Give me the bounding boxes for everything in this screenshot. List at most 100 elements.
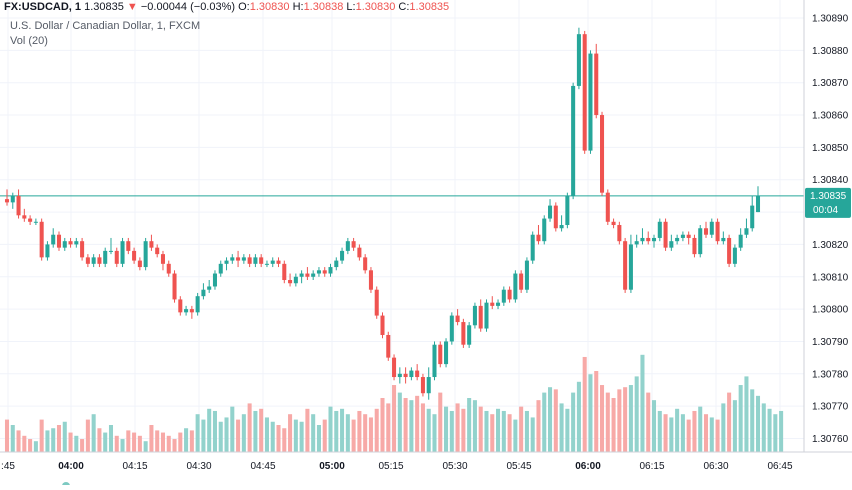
candle bbox=[628, 234, 633, 293]
candle-body bbox=[727, 237, 732, 264]
volume-bar bbox=[675, 408, 680, 452]
candle-body bbox=[496, 302, 501, 306]
candle-body bbox=[322, 270, 327, 274]
price-tick-label: 1.30810 bbox=[812, 272, 849, 283]
candle bbox=[316, 267, 321, 277]
volume-bar bbox=[345, 414, 350, 452]
candle-body bbox=[392, 357, 397, 378]
candle bbox=[357, 244, 362, 261]
candle-body bbox=[675, 237, 680, 242]
volume-bars bbox=[4, 354, 784, 452]
candle bbox=[155, 244, 160, 258]
volume-bar bbox=[773, 414, 778, 452]
price-tick-label: 1.30770 bbox=[812, 402, 849, 413]
candle bbox=[750, 195, 755, 232]
volume-bar bbox=[548, 387, 553, 452]
candle bbox=[582, 30, 587, 154]
candle-body bbox=[732, 247, 737, 264]
candle bbox=[288, 273, 293, 287]
candle-body bbox=[738, 234, 743, 248]
candle bbox=[33, 218, 38, 226]
candle-body bbox=[524, 260, 529, 290]
candle bbox=[501, 286, 506, 306]
volume-bar bbox=[363, 414, 368, 452]
candle-body bbox=[288, 280, 293, 284]
candle bbox=[120, 237, 125, 268]
candle-body bbox=[420, 377, 425, 394]
volume-bar bbox=[576, 381, 581, 452]
volume-bar bbox=[565, 408, 570, 452]
volume-bar bbox=[415, 395, 420, 452]
volume-bar bbox=[507, 414, 512, 452]
candle-body bbox=[207, 286, 212, 290]
candle-body bbox=[651, 237, 657, 242]
volume-bar bbox=[727, 392, 732, 452]
candle bbox=[172, 270, 177, 303]
candle-body bbox=[201, 289, 206, 297]
volume-bar bbox=[617, 389, 622, 452]
symbol-header: FX:USDCAD, 1 1.30835 ▼ −0.00044 (−0.03%)… bbox=[4, 1, 449, 13]
candle-body bbox=[415, 370, 420, 378]
volume-bar bbox=[715, 419, 720, 452]
volume-bar bbox=[328, 406, 333, 452]
candle bbox=[571, 82, 576, 200]
price-tag-value: 1.30835 bbox=[810, 191, 847, 202]
candle bbox=[74, 237, 79, 248]
candle-body bbox=[241, 257, 246, 261]
volume-bar bbox=[738, 385, 743, 452]
candle bbox=[282, 260, 287, 284]
candle bbox=[490, 296, 495, 310]
candle-body bbox=[576, 34, 581, 86]
candle bbox=[4, 189, 10, 206]
volume-bar bbox=[288, 414, 293, 452]
time-tick-label: 05:45 bbox=[506, 461, 531, 472]
candle bbox=[149, 234, 154, 251]
candle bbox=[166, 260, 171, 277]
volume-bar bbox=[663, 414, 668, 452]
candle-body bbox=[594, 53, 599, 116]
symbol-name[interactable]: FX:USDCAD, 1 bbox=[4, 1, 82, 13]
candle-body bbox=[755, 195, 761, 213]
candle-body bbox=[357, 247, 362, 258]
candle-body bbox=[224, 260, 229, 264]
volume-bar bbox=[259, 408, 264, 452]
candle-body bbox=[553, 205, 558, 229]
candle-body bbox=[426, 377, 431, 394]
candle-body bbox=[559, 225, 564, 229]
volume-bar bbox=[28, 439, 33, 452]
candle bbox=[594, 43, 599, 119]
time-tick-label: 05:15 bbox=[378, 461, 403, 472]
candle-body bbox=[155, 247, 160, 255]
volume-bar bbox=[51, 428, 56, 452]
candle bbox=[178, 296, 183, 316]
candle bbox=[605, 189, 610, 226]
volume-bar bbox=[651, 400, 657, 452]
volume-bar bbox=[114, 435, 119, 452]
candle bbox=[623, 237, 628, 293]
volume-bar bbox=[334, 410, 339, 452]
candle-body bbox=[259, 257, 264, 264]
candle bbox=[478, 299, 483, 332]
volume-bar bbox=[230, 406, 235, 452]
volume-bar bbox=[39, 419, 44, 452]
volume-bar bbox=[484, 410, 489, 452]
candle bbox=[559, 215, 564, 232]
volume-bar bbox=[692, 410, 697, 452]
candle-body bbox=[351, 241, 356, 248]
candle bbox=[576, 27, 581, 90]
volume-indicator-label[interactable]: Vol (20) bbox=[10, 35, 48, 47]
candle-body bbox=[184, 309, 189, 313]
candle-body bbox=[444, 341, 449, 365]
volume-bar bbox=[108, 425, 114, 452]
candle bbox=[392, 354, 397, 381]
candle bbox=[322, 267, 327, 277]
candle bbox=[646, 231, 651, 245]
candle bbox=[368, 267, 373, 293]
volume-bar bbox=[4, 419, 10, 452]
candle bbox=[732, 244, 737, 268]
candle bbox=[519, 270, 524, 293]
candle-body bbox=[299, 273, 304, 277]
candle bbox=[536, 225, 541, 245]
